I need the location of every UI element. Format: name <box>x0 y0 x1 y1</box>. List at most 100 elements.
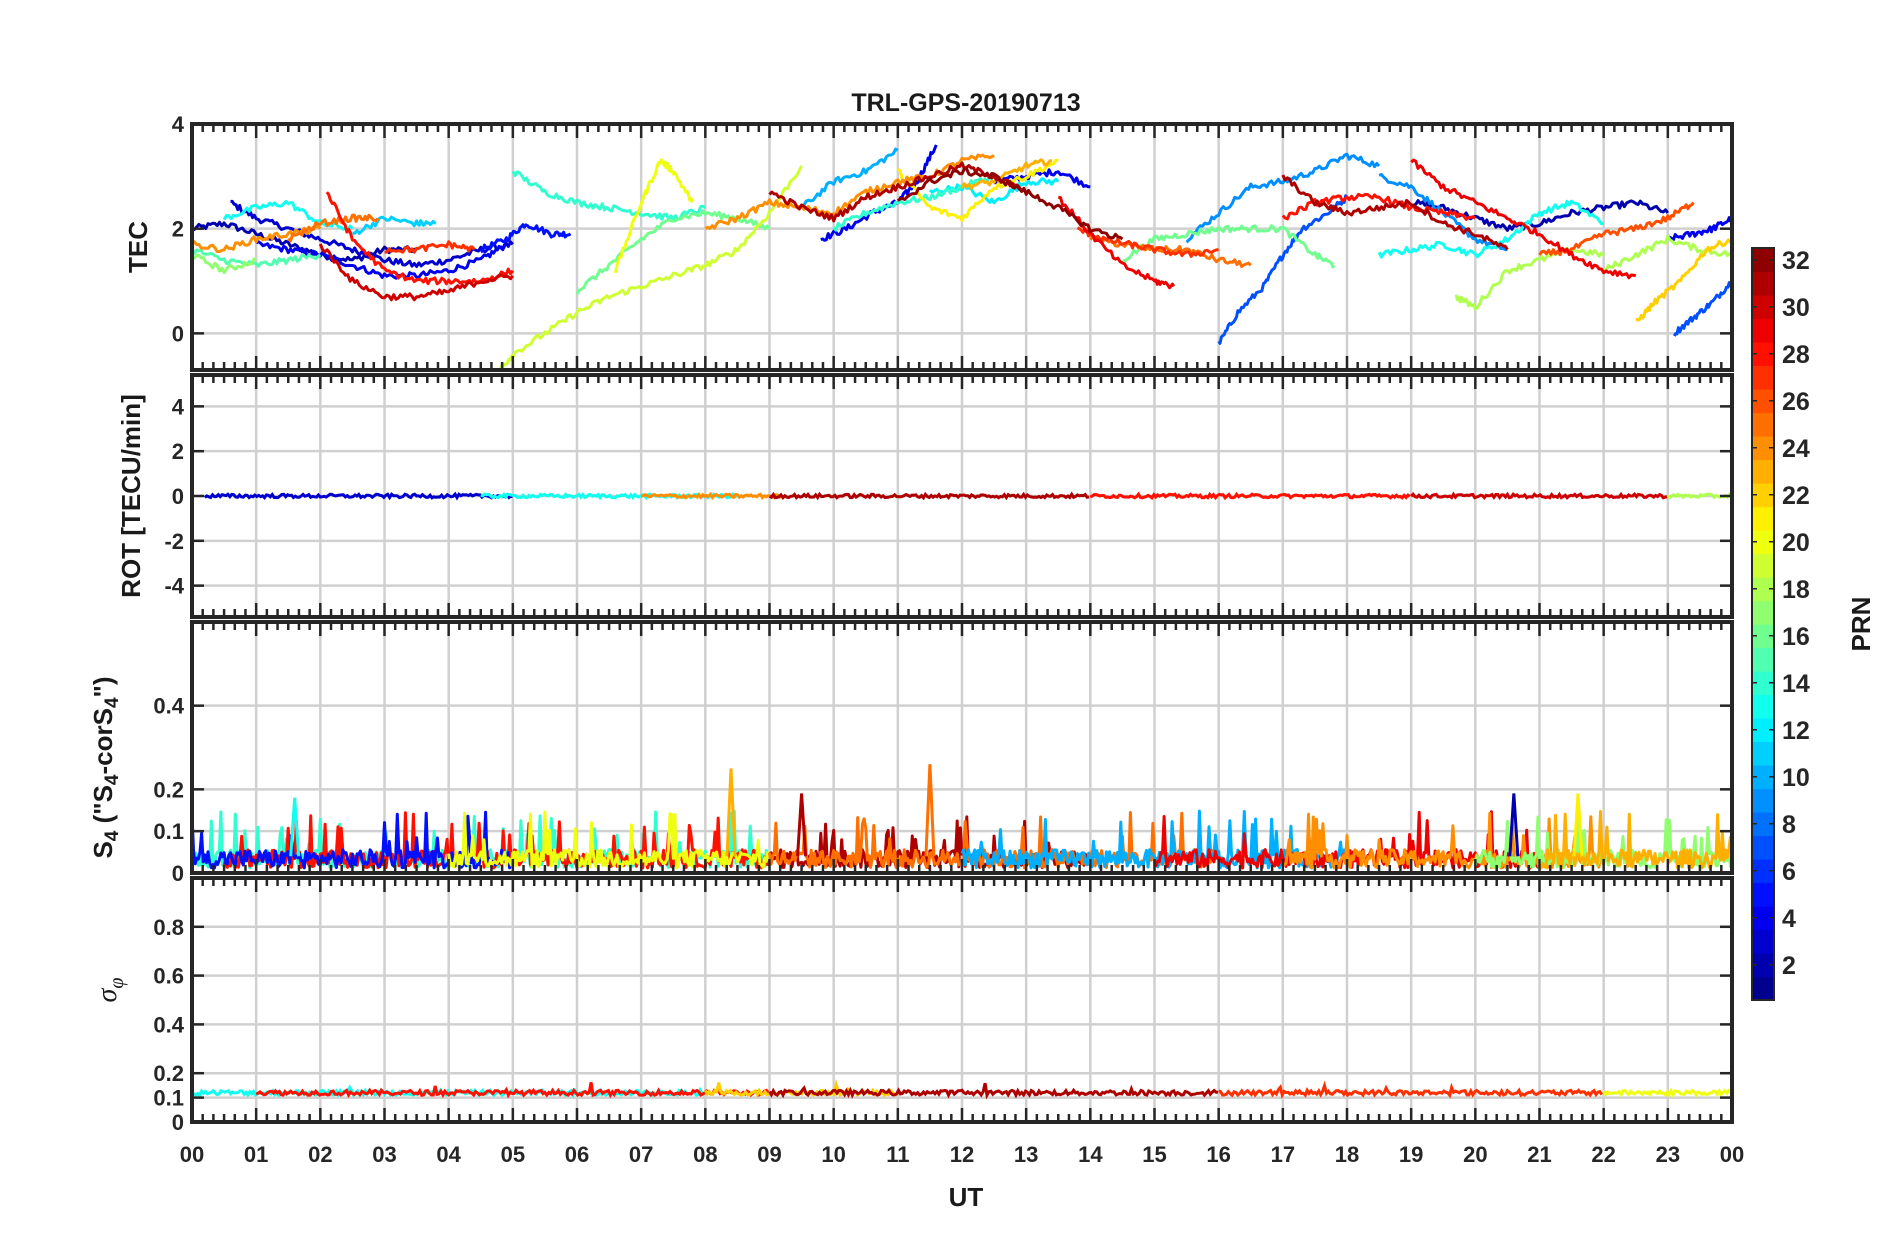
tec-series-prn-18 <box>1602 234 1732 273</box>
panel-rot-y-tick-label: 4 <box>172 394 185 419</box>
tec-series-prn-7 <box>1217 194 1349 345</box>
tec-series-prn-11 <box>352 215 437 235</box>
panel-tec-y-label: TEC <box>123 221 153 273</box>
colorbar-swatch <box>1752 412 1774 437</box>
panel-sigma-y-label: σφ <box>92 978 128 1003</box>
tec-series-prn-19 <box>498 165 803 370</box>
tec-series-prn-23 <box>960 158 1052 190</box>
colorbar-tick-label: 14 <box>1782 670 1810 698</box>
panel-rot-y-tick-label: -2 <box>164 529 184 554</box>
colorbar-swatch <box>1752 953 1774 978</box>
s4-spike-prn-2 <box>1508 793 1520 857</box>
tec-series-prn-28 <box>1281 192 1477 221</box>
y-label-part: ") <box>88 676 118 697</box>
tec-series-prn-29 <box>1410 158 1637 280</box>
panel-rot-x-ticks <box>190 375 1734 617</box>
tec-series-prn-24 <box>704 153 995 230</box>
panel-sigma-x-ticks <box>190 878 1734 1122</box>
x-axis-tick-labels: 00 01 02 03 04 05 06 07 08 09 10 11 12 13 14 15 16 17 18 19… <box>180 1142 1744 1167</box>
colorbar-label: PRN <box>1846 597 1876 652</box>
colorbar-tick-label: 6 <box>1782 858 1796 886</box>
x-tick-label: 12 <box>950 1142 974 1167</box>
x-tick-label: 08 <box>693 1142 717 1167</box>
sigma-series-prn-28 <box>255 1082 770 1099</box>
colorbar-frame <box>1751 247 1775 1001</box>
panel-rot-y-tick-label: 0 <box>172 484 184 509</box>
panel-tec: 0 2 4 TEC <box>123 112 1734 372</box>
x-tick-label: 03 <box>372 1142 396 1167</box>
x-tick-label: 02 <box>308 1142 332 1167</box>
tec-series-prn-25 <box>1089 235 1252 268</box>
x-tick-label: 10 <box>821 1142 845 1167</box>
x-tick-label: 20 <box>1463 1142 1487 1167</box>
colorbar-swatch <box>1752 906 1774 931</box>
x-tick-label: 17 <box>1271 1142 1295 1167</box>
x-tick-label: 22 <box>1591 1142 1615 1167</box>
tec-series-prn-17 <box>192 253 257 275</box>
rot-series-prn-24 <box>640 491 783 501</box>
colorbar-swatch <box>1752 342 1774 367</box>
x-tick-label: 00 <box>180 1142 204 1167</box>
panel-rot-y-tick-label: -4 <box>164 574 184 599</box>
x-tick-label: 11 <box>886 1142 909 1167</box>
tec-series-prn-21 <box>896 158 1059 222</box>
panel-tec-y-axis: 0 2 4 <box>172 112 1732 346</box>
tec-series-prn-13 <box>1377 199 1604 259</box>
panel-s4: 00.10.20.4S4 ("S4-corS4") <box>88 620 1734 886</box>
x-tick-label: 04 <box>436 1142 461 1167</box>
panel-rot-y-label: ROT [TECU/min] <box>116 394 146 598</box>
tec-series-prn-22 <box>1635 238 1732 322</box>
tec-series-prn-7 <box>1672 280 1732 337</box>
x-tick-label: 16 <box>1206 1142 1230 1167</box>
s4-spike-prn-25 <box>924 764 936 857</box>
colorbar-tick-label: 2 <box>1782 952 1796 980</box>
y-label-subscript: 4 <box>102 830 123 841</box>
tec-series-prn-25 <box>287 213 380 243</box>
colorbar-swatch <box>1752 788 1774 813</box>
tec-series-prn-18 <box>1454 246 1605 311</box>
colorbar-tick-label: 8 <box>1782 811 1796 839</box>
x-tick-label: 18 <box>1335 1142 1359 1167</box>
s4-series-prn-23 <box>1538 810 1732 870</box>
tec-series-prn-29 <box>1058 195 1176 290</box>
y-label-subscript: 4 <box>102 774 123 785</box>
s4-spike-prn-23 <box>725 768 737 857</box>
s4-spike-prn-31 <box>796 793 808 857</box>
panel-tec-series <box>192 144 1732 370</box>
colorbar-swatch <box>1752 859 1774 884</box>
panel-rot: -4 -2 0 2 4 ROT [TECU/min] <box>116 373 1734 619</box>
tec-series-prn-20 <box>614 158 694 273</box>
tec-series-prn-27 <box>1076 226 1219 258</box>
colorbar-swatch <box>1752 835 1774 860</box>
colorbar-swatch <box>1752 271 1774 296</box>
colorbar-tick-label: 12 <box>1782 717 1810 745</box>
panel-s4-y-tick-label: 0.4 <box>153 694 184 719</box>
colorbar-swatch <box>1752 483 1774 508</box>
panel-rot-y-axis: -4 -2 0 2 4 <box>164 394 1732 599</box>
colorbar-swatch <box>1752 506 1774 531</box>
x-axis-label: UT <box>949 1182 984 1212</box>
colorbar-swatch <box>1752 389 1774 414</box>
panel-tec-x-ticks <box>190 124 1734 370</box>
tec-series-prn-32 <box>896 167 1124 241</box>
x-tick-label: 13 <box>1014 1142 1038 1167</box>
sigma-series-prn-31 <box>768 1082 1219 1100</box>
panel-s4-y-tick-label: 0.1 <box>153 819 184 844</box>
panel-tec-y-tick-label: 0 <box>172 321 184 346</box>
colorbar-swatch <box>1752 600 1774 625</box>
x-tick-label: 21 <box>1527 1142 1551 1167</box>
colorbar-swatch <box>1752 577 1774 602</box>
y-label-sigma: σ <box>92 987 123 1002</box>
colorbar-swatch <box>1752 553 1774 578</box>
tec-series-prn-4 <box>1667 216 1732 242</box>
colorbar-swatch <box>1752 530 1774 555</box>
colorbar-tick-label: 16 <box>1782 623 1810 651</box>
y-label-subscript: φ <box>106 978 128 989</box>
tec-series-prn-3 <box>230 199 514 268</box>
y-label-part: -corS <box>88 708 118 774</box>
rot-series-prn-3 <box>203 491 514 501</box>
colorbar-swatch <box>1752 671 1774 696</box>
